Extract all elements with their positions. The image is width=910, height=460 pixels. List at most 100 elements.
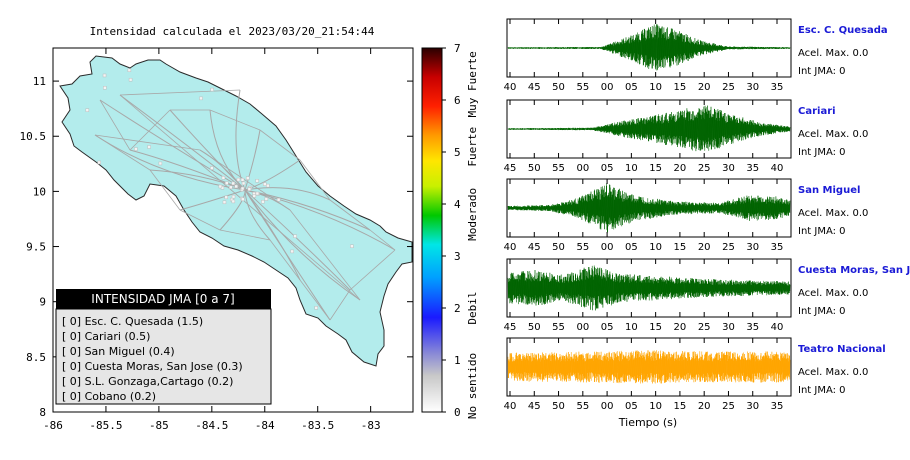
- time-tick-label: 30: [722, 322, 735, 333]
- time-tick-label: 35: [771, 401, 784, 412]
- legend-body: [55, 308, 272, 405]
- colorbar-gradient: [421, 47, 443, 413]
- station-jma: Int JMA: 0: [798, 306, 846, 317]
- town-marker: [158, 161, 163, 166]
- y-tick-label: 9.5: [26, 241, 46, 254]
- colorbar-ticks: 0 1 2 3 4 5 6 7: [442, 42, 461, 419]
- time-tick-label: 45: [528, 82, 541, 93]
- town-marker: [199, 96, 203, 101]
- time-tick-label: 25: [698, 163, 711, 174]
- road: [244, 189, 396, 251]
- road: [259, 129, 301, 161]
- time-tick-label: 10: [649, 82, 662, 93]
- time-tick-label: 35: [746, 322, 759, 333]
- station-accel: Acel. Max. 0.0: [798, 129, 868, 140]
- colorbar-tick-label: 1: [454, 354, 461, 367]
- road: [244, 189, 361, 301]
- road: [244, 187, 331, 201]
- time-tick-label: 30: [746, 82, 759, 93]
- station-jma: Int JMA: 0: [798, 385, 846, 396]
- time-tick-label: 55: [552, 322, 565, 333]
- town-marker: [255, 191, 260, 196]
- time-tick-label: 20: [674, 322, 687, 333]
- town-marker: [222, 200, 227, 205]
- colorbar-label: No sentido: [466, 353, 479, 419]
- time-tick-label: 50: [552, 82, 565, 93]
- time-tick-label: 15: [674, 242, 687, 253]
- time-tick-label: 25: [722, 401, 735, 412]
- town-marker: [102, 73, 107, 78]
- town-marker: [241, 197, 245, 202]
- town-marker: [229, 185, 233, 190]
- time-tick-label: 00: [576, 163, 589, 174]
- time-tick-label: 50: [528, 163, 541, 174]
- town-marker: [255, 179, 259, 183]
- time-tick-label: 30: [746, 242, 759, 253]
- town-marker: [234, 184, 238, 189]
- colorbar-tick-label: 4: [454, 198, 461, 211]
- town-marker: [236, 177, 241, 182]
- colorbar-label: Debil: [466, 291, 479, 324]
- road: [199, 149, 291, 211]
- map-y-axis: 11 10.5 10 9.5 9 8.5 8: [20, 75, 413, 419]
- road: [129, 149, 246, 191]
- seismogram-trace: [507, 24, 791, 71]
- x-tick-label: -84: [255, 419, 275, 432]
- town-marker: [252, 194, 257, 198]
- town-marker: [103, 86, 107, 90]
- seismogram-panel: 45 50 55 00 05 10 15 20 25 30 35 40 Cariari Acel. Max…: [504, 99, 868, 174]
- station-jma: Int JMA: 0: [798, 226, 846, 237]
- time-tick-label: 15: [674, 401, 687, 412]
- time-tick-label: 15: [649, 322, 662, 333]
- time-tick-label: 25: [698, 322, 711, 333]
- seismogram-panel: 40 45 50 55 00 05 10 15 20 25 30 35 San Miguel Acel. …: [504, 178, 868, 253]
- time-tick-label: 15: [649, 163, 662, 174]
- legend-item: [ 0] S.L. Gonzaga,Cartago (0.2): [62, 375, 233, 388]
- y-tick-label: 11: [33, 75, 46, 88]
- legend-item: [ 0] Cobano (0.2): [62, 390, 156, 403]
- legend-header: [56, 289, 271, 309]
- road: [119, 94, 246, 191]
- legend-item: [ 0] Cuesta Moras, San Jose (0.3): [62, 360, 243, 373]
- time-tick-label: 40: [504, 82, 517, 93]
- y-tick-label: 8.5: [26, 351, 46, 364]
- station-accel: Acel. Max. 0.0: [798, 48, 868, 59]
- time-tick-label: 00: [601, 242, 614, 253]
- time-tick-label: 10: [649, 401, 662, 412]
- x-tick-label: -84.5: [195, 419, 228, 432]
- road: [369, 229, 396, 251]
- town-marker: [293, 234, 297, 238]
- town-marker: [247, 187, 252, 191]
- town-marker: [245, 176, 250, 180]
- time-axis-label: Tiempo (s): [618, 416, 677, 429]
- time-tick-label: 20: [698, 401, 711, 412]
- road: [179, 189, 246, 211]
- time-tick-label: 20: [698, 242, 711, 253]
- town-marker: [85, 108, 90, 112]
- station-name: Cuesta Moras, San Jose: [798, 265, 910, 276]
- station-name: Teatro Nacional: [798, 344, 886, 355]
- town-marker: [231, 199, 236, 204]
- colorbar-label: Fuerte: [466, 127, 479, 167]
- road: [219, 189, 246, 231]
- road: [119, 89, 241, 96]
- time-tick-label: 40: [504, 242, 517, 253]
- x-tick-label: -86: [43, 419, 63, 432]
- colorbar-tick-label: 6: [454, 94, 461, 107]
- seismogram-panel: 40 45 50 55 00 05 10 15 20 25 30 35 Esc. C. Quesada A…: [504, 18, 888, 93]
- town-marker: [264, 197, 269, 201]
- time-tick-label: 15: [674, 82, 687, 93]
- town-marker: [276, 197, 281, 202]
- y-tick-label: 10.5: [20, 130, 47, 143]
- town-marker: [314, 306, 318, 310]
- town-marker: [263, 182, 267, 186]
- colorbar-tick-label: 0: [454, 406, 461, 419]
- time-tick-label: 45: [504, 322, 517, 333]
- colorbar-tick-label: 7: [454, 42, 461, 55]
- colorbar-label: Muy Fuerte: [466, 51, 479, 117]
- y-tick-label: 10: [33, 185, 46, 198]
- time-tick-label: 30: [746, 401, 759, 412]
- x-tick-label: -85.5: [89, 419, 122, 432]
- x-tick-label: -83.5: [301, 419, 334, 432]
